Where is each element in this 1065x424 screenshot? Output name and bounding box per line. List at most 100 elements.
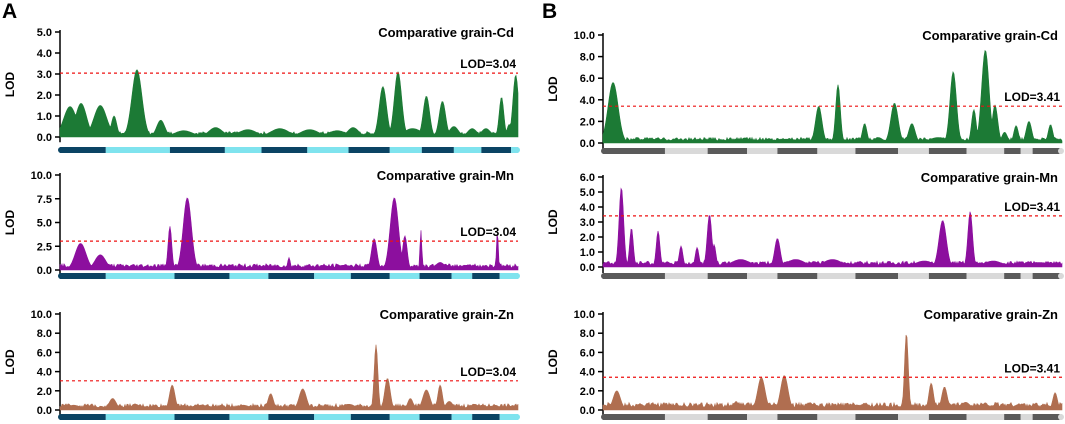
y-axis-label: LOD [3, 349, 17, 375]
chromosome-segment [389, 273, 420, 279]
plot-title: Comparative grain-Mn [377, 168, 514, 183]
y-tick-label: 4.0 [580, 367, 595, 379]
chromosome-segment [499, 273, 518, 279]
chromosome-segment [855, 148, 899, 154]
y-axis-label: LOD [3, 210, 17, 236]
y-tick-label: 3.0 [580, 217, 595, 229]
chromosome-segment [817, 273, 856, 279]
y-tick-label: 1.0 [37, 111, 52, 123]
chromosome-segment [60, 414, 106, 420]
chromosome-segment [707, 148, 748, 154]
chromosome-segment [1004, 148, 1021, 154]
y-tick-label: 8.0 [580, 328, 595, 340]
y-tick-label: 10.0 [31, 309, 52, 321]
plot-title: Comparative grain-Mn [921, 170, 1058, 185]
chromosome-segment [169, 147, 225, 153]
chromosome-segment [1004, 414, 1021, 420]
chromosome-segment [314, 414, 351, 420]
y-tick-label: 5.0 [37, 27, 52, 39]
lod-profile-area [59, 69, 519, 138]
chromosome-segment [817, 148, 856, 154]
chromosome-segment [966, 148, 1005, 154]
chromosome-segment [855, 273, 899, 279]
y-tick-label: 0.0 [37, 265, 52, 277]
chromosome-segment [350, 414, 390, 420]
chromosome-segment [603, 273, 665, 279]
chromosome-segment [261, 147, 308, 153]
y-axis-label: LOD [546, 209, 560, 235]
lod-threshold-label: LOD=3.41 [1004, 361, 1060, 375]
lod-profile-area [59, 197, 519, 271]
y-axis-label: LOD [546, 349, 560, 375]
lod-plot-6: 10.0 8.0 6.0 4.0 2.0 0.0 LOD LOD=3.41 Comparativ… [546, 307, 1064, 420]
y-tick-label: 2.0 [580, 232, 595, 244]
chromosome-segment [481, 147, 512, 153]
chromosome-segment [1020, 414, 1033, 420]
chromosome-segment [707, 414, 748, 420]
chromosome-segment [664, 148, 708, 154]
chromosome-segment [174, 273, 230, 279]
chromosome-segment [451, 414, 473, 420]
chromosome-segment [60, 273, 106, 279]
panel-label-a: A [2, 0, 18, 23]
chromosome-segment [229, 414, 269, 420]
y-tick-label: 10.0 [574, 30, 595, 42]
lod-threshold-label: LOD=3.41 [1004, 200, 1060, 214]
chromosome-segment [224, 147, 262, 153]
y-tick-label: 6.0 [580, 347, 595, 359]
y-tick-label: 5.0 [580, 187, 595, 199]
chromosome-bar-start-cap [58, 147, 64, 153]
chromosome-segment [707, 273, 748, 279]
plot-title: Comparative grain-Zn [380, 307, 514, 322]
y-tick-label: 0.0 [580, 405, 595, 417]
chromosome-segment [1032, 148, 1060, 154]
chromosome-segment [174, 414, 230, 420]
chromosome-bar-end-cap [1058, 414, 1064, 420]
chromosome-segment [1020, 148, 1033, 154]
chromosome-segment [747, 273, 778, 279]
y-tick-label: 2.0 [37, 386, 52, 398]
y-tick-label: 4.0 [37, 367, 52, 379]
chromosome-segment [664, 414, 708, 420]
y-axis-label: LOD [3, 72, 17, 98]
y-tick-label: 6.0 [580, 172, 595, 184]
y-tick-label: 2.0 [37, 90, 52, 102]
y-tick-label: 3.0 [37, 69, 52, 81]
y-tick-label: 10.0 [574, 309, 595, 321]
chromosome-segment [421, 147, 454, 153]
lod-plot-4: 10.0 8.0 6.0 4.0 2.0 0.0 LOD LOD=3.41 Comparativ… [546, 28, 1064, 154]
y-tick-label: 6.0 [580, 73, 595, 85]
chromosome-bar-end-cap [514, 414, 520, 420]
lod-profile-area [602, 334, 1063, 411]
chromosome-segment [747, 414, 778, 420]
chromosome-segment [928, 414, 967, 420]
lod-plot-1: 5.0 4.0 3.0 2.0 1.0 0.0 LOD LOD=3.04 Comparative… [3, 25, 520, 153]
chromosome-segment [777, 414, 818, 420]
chromosome-bar-end-cap [514, 147, 520, 153]
y-tick-label: 2.5 [37, 241, 52, 253]
chromosome-segment [898, 148, 929, 154]
chromosome-segment [268, 273, 315, 279]
chromosome-segment [389, 147, 422, 153]
y-axis-label: LOD [546, 76, 560, 102]
panel-label-b: B [542, 0, 558, 23]
chromosome-bar-end-cap [1058, 273, 1064, 279]
chromosome-segment [966, 414, 1005, 420]
y-tick-label: 4.0 [37, 48, 52, 60]
chromosome-segment [314, 273, 351, 279]
chromosome-segment [350, 273, 390, 279]
lod-threshold-label: LOD=3.04 [460, 225, 516, 239]
chromosome-bar-start-cap [58, 414, 64, 420]
chromosome-bar-end-cap [1058, 148, 1064, 154]
chromosome-segment [105, 147, 170, 153]
chromosome-segment [777, 273, 818, 279]
lod-threshold-label: LOD=3.04 [460, 57, 516, 71]
chromosome-segment [1032, 414, 1060, 420]
plot-title: Comparative grain-Cd [922, 28, 1058, 43]
chromosome-segment [229, 273, 269, 279]
chromosome-segment [1004, 273, 1021, 279]
y-tick-label: 1.0 [580, 247, 595, 259]
chromosome-segment [817, 414, 856, 420]
